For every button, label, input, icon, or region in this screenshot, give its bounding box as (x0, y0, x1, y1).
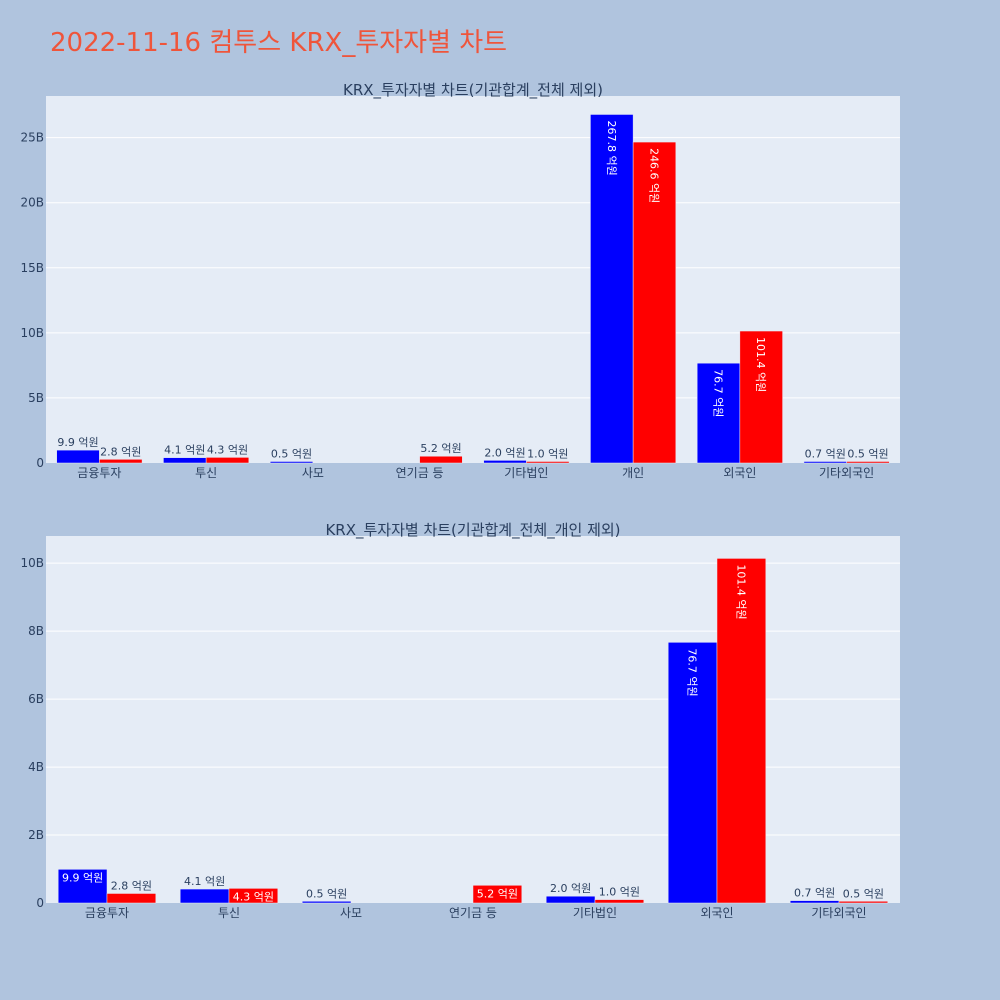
bar (57, 869, 108, 904)
y-tick-label: 10B (20, 556, 44, 570)
x-tick-label: 금융투자 (77, 466, 121, 480)
bar (419, 455, 463, 464)
bar (269, 461, 314, 464)
data-label: 0.5 억원 (847, 448, 888, 461)
data-label: 2.0 억원 (484, 446, 525, 459)
bar (846, 461, 890, 464)
x-tick-label: 외국인 (700, 906, 733, 920)
data-label: 5.2 억원 (477, 887, 518, 900)
bar (205, 457, 250, 464)
data-label: 0.5 억원 (843, 887, 884, 900)
y-tick-label: 2B (28, 828, 44, 842)
bar (739, 330, 783, 464)
x-tick-label: 투신 (195, 466, 217, 480)
y-tick-label: 0 (36, 896, 44, 910)
x-tick-label: 기타법인 (573, 906, 617, 920)
bar (667, 642, 718, 904)
data-label: 101.4 억원 (754, 337, 767, 392)
bar (99, 459, 143, 464)
data-label: 76.7 억원 (712, 369, 725, 417)
data-label: 1.0 억원 (599, 886, 640, 899)
data-label: 0.7 억원 (805, 448, 846, 461)
data-label: 2.0 억원 (550, 882, 591, 895)
data-label: 0.7 억원 (794, 887, 835, 900)
x-tick-label: 개인 (622, 466, 644, 480)
data-label: 246.6 억원 (647, 148, 660, 203)
x-tick-label: 연기금 등 (449, 906, 497, 920)
x-tick-label: 연기금 등 (396, 466, 444, 480)
chart-title: KRX_투자자별 차트(기관합계_전체_개인 제외) (325, 521, 620, 540)
bar (696, 362, 741, 464)
data-label: 2.8 억원 (111, 879, 152, 892)
data-label: 76.7 억원 (686, 648, 699, 696)
y-tick-label: 6B (28, 692, 44, 706)
x-tick-label: 기타법인 (504, 466, 548, 480)
y-tick-label: 4B (28, 760, 44, 774)
bar (228, 888, 279, 904)
bar (789, 900, 840, 904)
x-tick-label: 기타외국인 (819, 466, 874, 480)
y-tick-label: 8B (28, 624, 44, 638)
y-tick-label: 25B (20, 131, 44, 145)
bar (594, 899, 645, 904)
data-label: 4.3 억원 (233, 890, 274, 903)
bar (590, 114, 634, 464)
data-label: 267.8 억원 (605, 120, 618, 175)
data-label: 4.1 억원 (184, 875, 225, 888)
bar (716, 558, 767, 904)
x-tick-label: 사모 (340, 906, 362, 920)
data-label: 4.1 억원 (164, 444, 205, 457)
bar (163, 457, 207, 464)
data-label: 4.3 억원 (207, 443, 248, 456)
x-tick-label: 외국인 (723, 466, 756, 480)
bar (472, 885, 523, 904)
bar (483, 460, 527, 464)
bar (526, 461, 570, 464)
bar (56, 449, 100, 464)
y-tick-label: 20B (20, 196, 44, 210)
x-tick-label: 금융투자 (85, 906, 129, 920)
data-label: 1.0 억원 (527, 448, 568, 461)
data-label: 9.9 억원 (62, 871, 103, 884)
data-label: 0.5 억원 (271, 448, 312, 461)
x-tick-label: 사모 (302, 466, 324, 480)
data-label: 5.2 억원 (420, 442, 461, 455)
x-tick-label: 기타외국인 (811, 906, 866, 920)
bar (838, 901, 889, 904)
data-label: 2.8 억원 (100, 445, 141, 458)
y-tick-label: 15B (20, 261, 44, 275)
plot-area (46, 536, 900, 903)
y-tick-label: 10B (20, 326, 44, 340)
bar (803, 461, 847, 464)
data-label: 9.9 억원 (57, 436, 98, 449)
data-label: 101.4 억원 (734, 564, 747, 619)
bar (545, 895, 596, 904)
bar (632, 141, 677, 464)
page-title: 2022-11-16 컴투스 KRX_투자자별 차트 (50, 28, 508, 58)
y-tick-label: 0 (36, 456, 44, 470)
bar (301, 901, 352, 904)
bar (106, 893, 157, 904)
bar (179, 888, 230, 904)
chart-title: KRX_투자자별 차트(기관합계_전체 제외) (343, 81, 603, 100)
data-label: 0.5 억원 (306, 887, 347, 900)
y-tick-label: 5B (28, 391, 44, 405)
x-tick-label: 투신 (218, 906, 240, 920)
